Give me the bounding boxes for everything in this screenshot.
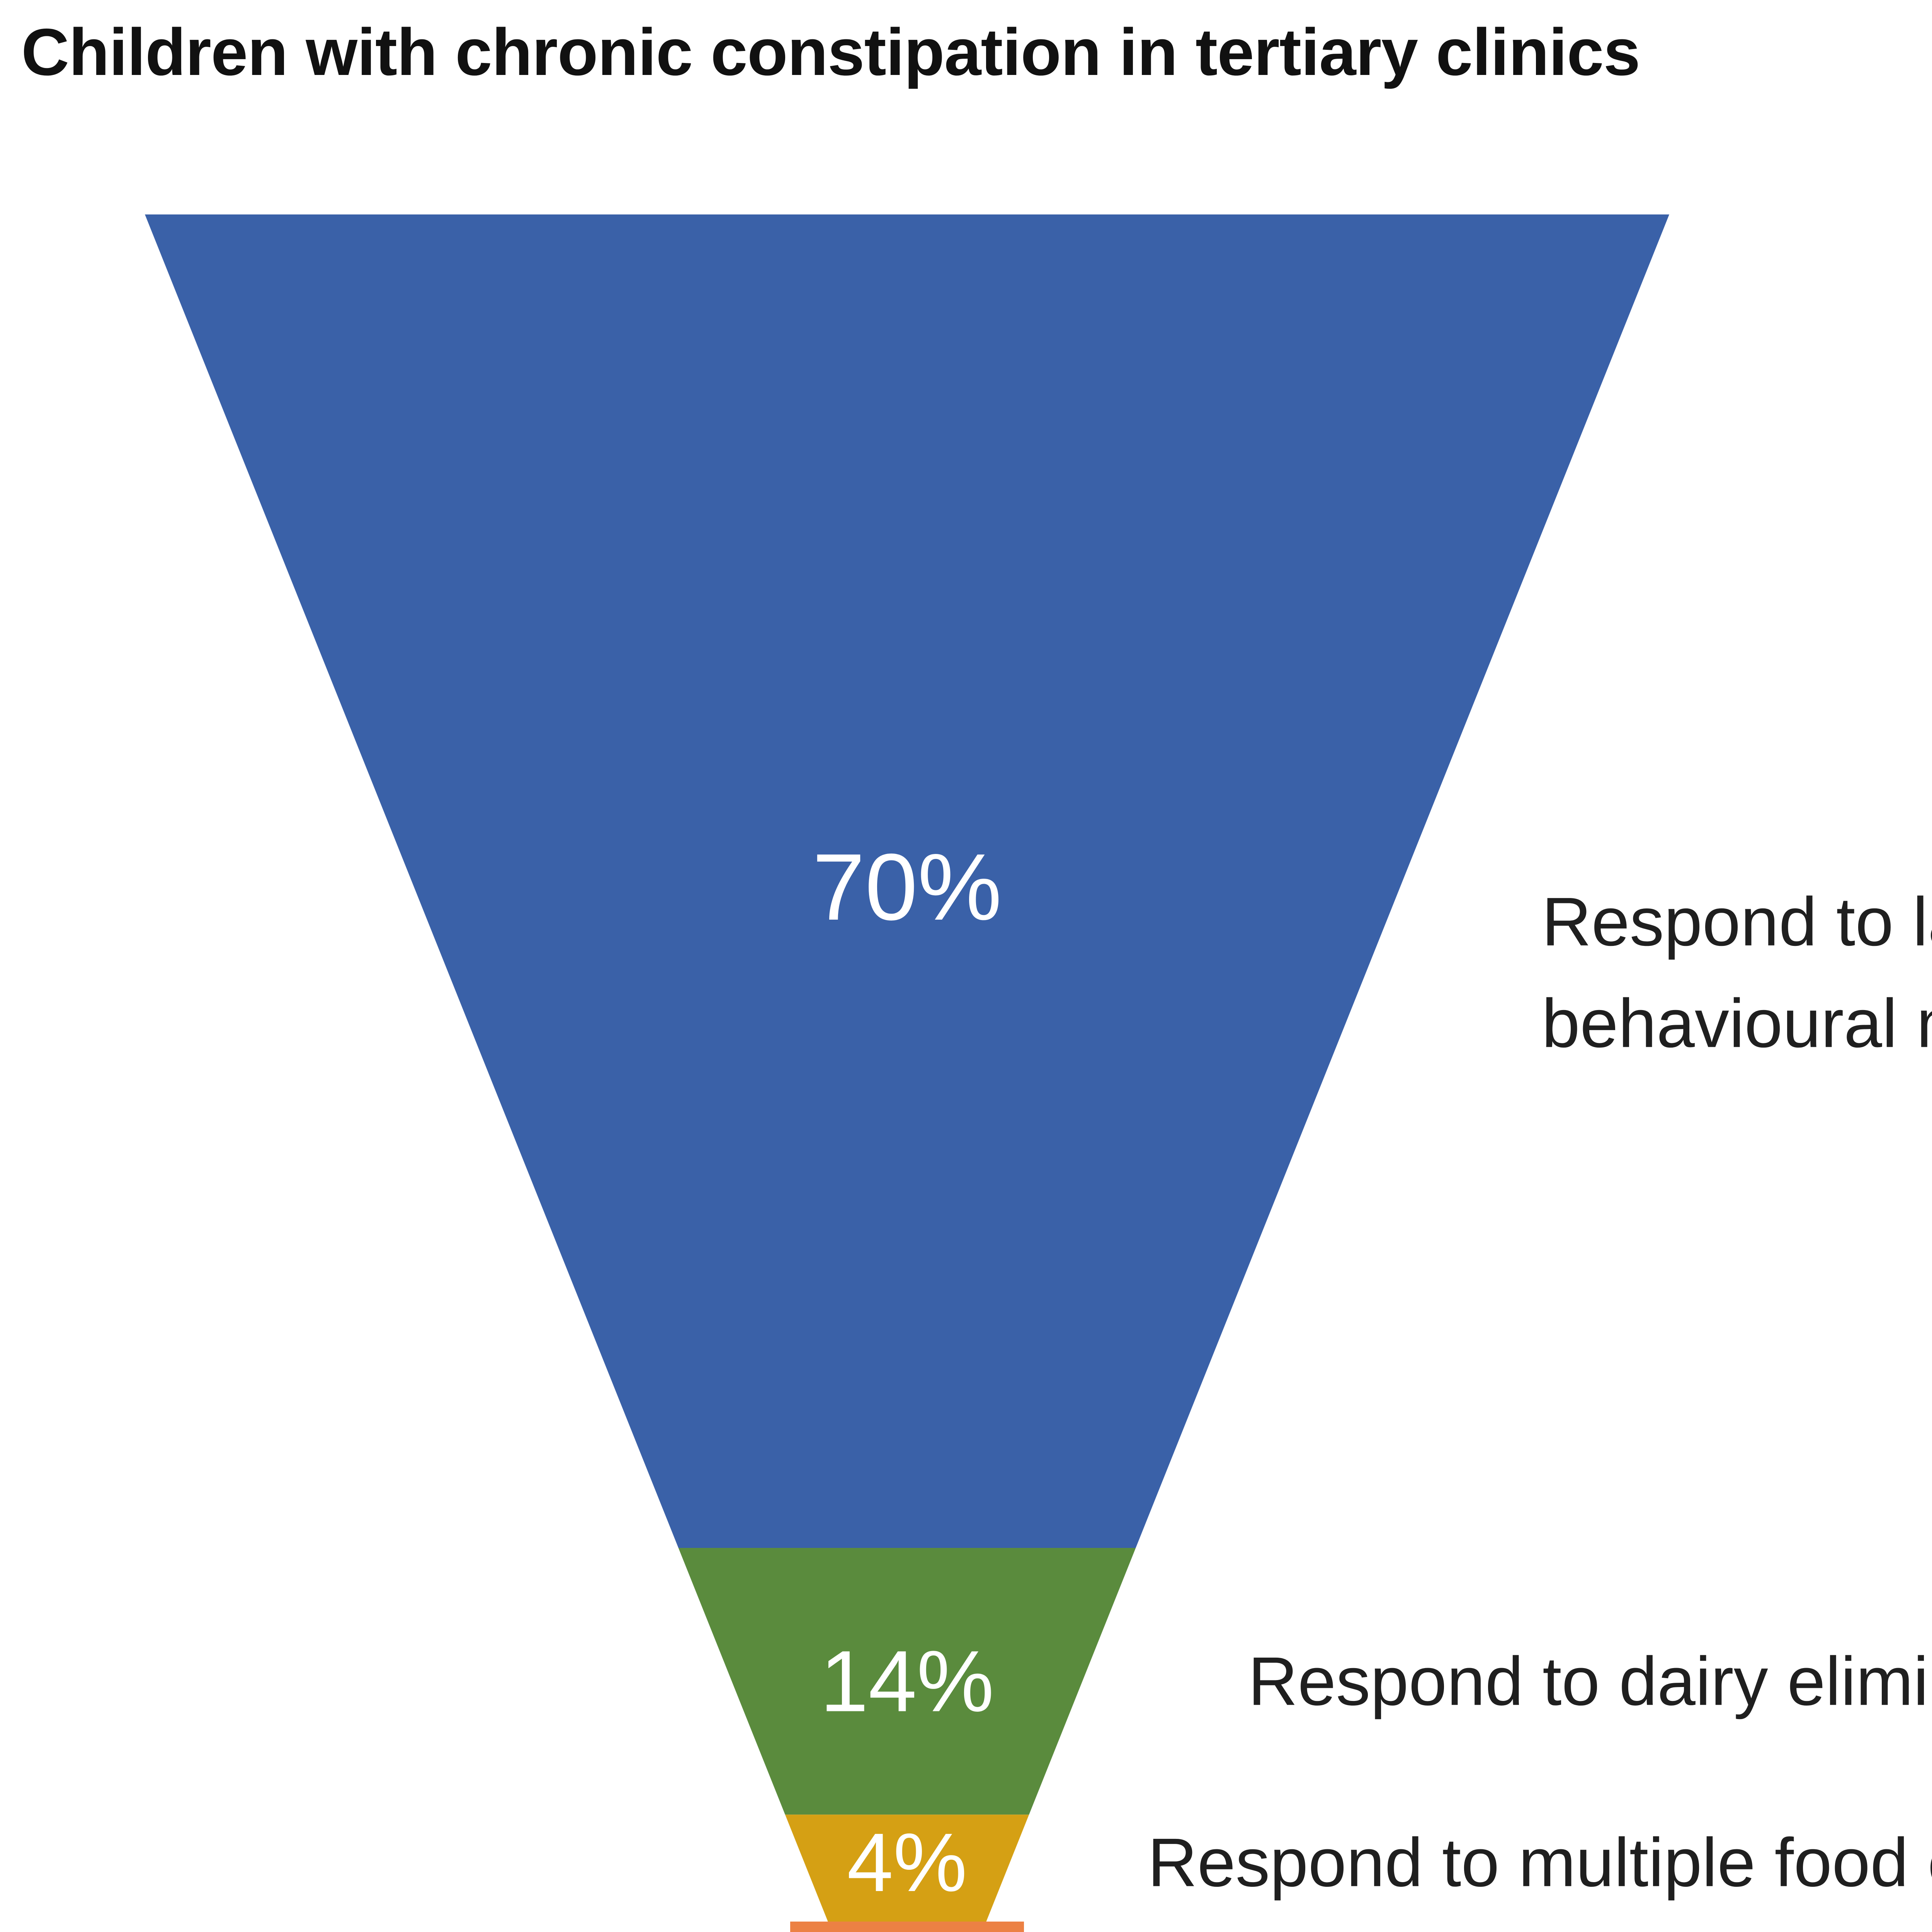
segment-description-2: Respond to multiple food elimination xyxy=(1148,1824,1932,1901)
chart-title: Children with chronic constipation in te… xyxy=(21,15,1640,89)
segment-description-1: Respond to dairy elimination xyxy=(1248,1643,1932,1720)
segment-value-label-1: 14% xyxy=(820,1632,994,1730)
segment-value-label-0: 70% xyxy=(812,834,1002,940)
segment-description-0: Respond to laxatives & behavioural manag… xyxy=(1542,883,1932,1062)
segment-value-label-2: 4% xyxy=(847,1816,967,1909)
funnel-segment-1 xyxy=(678,1548,1136,1815)
funnel-segment-2 xyxy=(785,1815,1029,1932)
funnel-segment-3 xyxy=(790,1922,1024,1932)
funnel-segment-0 xyxy=(145,214,1669,1548)
